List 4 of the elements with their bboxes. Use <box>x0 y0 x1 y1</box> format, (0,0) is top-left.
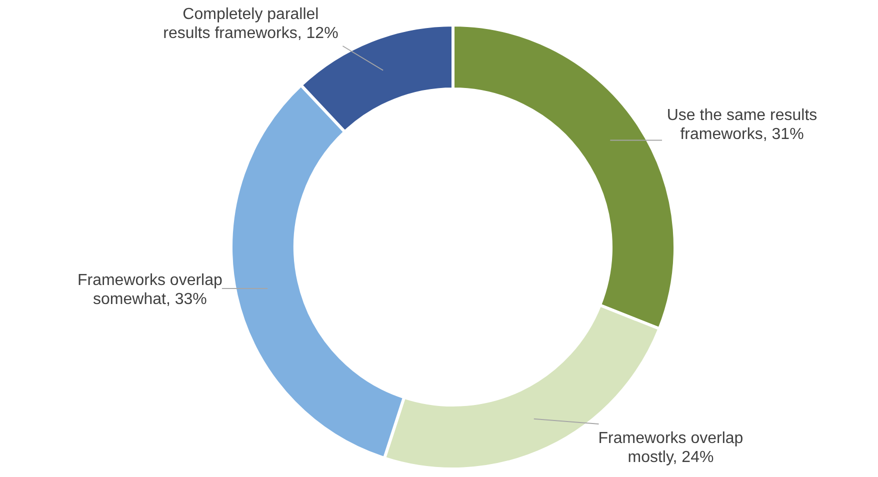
slice-label: Use the same results frameworks, 31% <box>666 107 818 144</box>
slice-label: Frameworks overlap somewhat, 33% <box>77 272 223 308</box>
slice-label: Frameworks overlap mostly, 24% <box>598 430 744 466</box>
slice-label: Completely parallel results frameworks, 12% <box>163 6 338 42</box>
